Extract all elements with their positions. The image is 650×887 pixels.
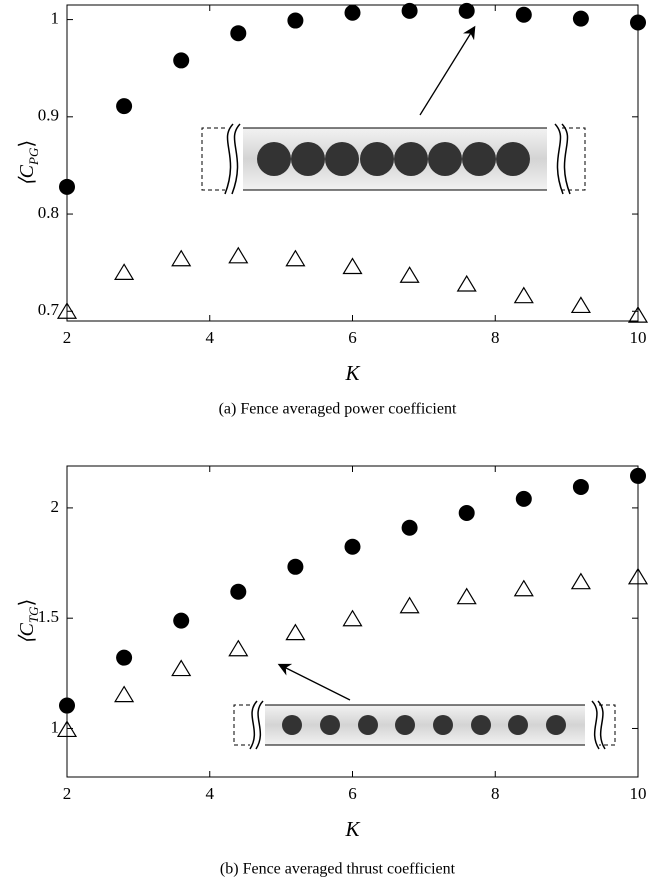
point: [116, 650, 132, 666]
x-tick-label: 2: [63, 784, 72, 803]
point: [402, 3, 418, 19]
y-tick-label: 0.7: [38, 300, 60, 319]
point: [286, 251, 304, 266]
point: [172, 251, 190, 266]
point: [345, 5, 361, 21]
x-tick-label: 10: [630, 328, 647, 347]
x-tick-label: 6: [348, 328, 357, 347]
x-tick-label: 10: [630, 784, 647, 803]
point: [59, 698, 75, 714]
point: [515, 581, 533, 596]
y-tick-label: 0.8: [38, 203, 59, 222]
figure: 2468100.70.80.91K⟨CPG⟩(a) Fence averaged…: [0, 0, 650, 887]
x-tick-label: 6: [348, 784, 357, 803]
point: [573, 11, 589, 27]
point: [173, 52, 189, 68]
y-axis-label: ⟨CTG⟩: [16, 599, 42, 645]
y-axis-label-part: ⟨C: [16, 164, 38, 186]
point: [573, 479, 589, 495]
point: [459, 3, 475, 19]
y-axis-label-part: ⟨C: [16, 622, 38, 644]
x-tick-label: 2: [63, 328, 72, 347]
point: [286, 625, 304, 640]
x-tick-label: 4: [206, 328, 215, 347]
point: [344, 611, 362, 626]
y-tick-label: 1: [51, 8, 60, 27]
inset-image: [202, 28, 585, 194]
point: [344, 259, 362, 274]
x-axis-label: K: [344, 817, 360, 841]
point: [516, 7, 532, 23]
caption: (b) Fence averaged thrust coefficient: [220, 861, 456, 878]
point: [287, 559, 303, 575]
point: [515, 288, 533, 303]
plot: 2 4 6 8 10 0.7 0.8 0.9 1 K ⟨CPG⟩ (a) Fence averaged…: [16, 3, 647, 418]
point: [116, 98, 132, 114]
y-axis-label-part: TG: [26, 606, 41, 623]
y-tick-label: 2: [51, 497, 60, 516]
point: [459, 505, 475, 521]
y-axis-label: ⟨CPG⟩: [16, 140, 42, 186]
point: [572, 574, 590, 589]
caption: (a) Fence averaged power coefficient: [219, 401, 457, 418]
x-axis-label: K: [344, 361, 360, 385]
point: [630, 468, 646, 484]
x-tick-label: 8: [491, 784, 500, 803]
point: [572, 297, 590, 312]
point: [230, 25, 246, 41]
y-axis-label-part: ⟩: [16, 599, 38, 607]
point: [115, 264, 133, 279]
point: [401, 598, 419, 613]
point: [287, 13, 303, 29]
point: [458, 589, 476, 604]
point: [229, 248, 247, 263]
point: [345, 539, 361, 555]
point: [172, 661, 190, 676]
point: [173, 613, 189, 629]
point: [402, 520, 418, 536]
point: [230, 584, 246, 600]
y-axis-label-part: PG: [26, 147, 41, 166]
y-tick-label: 0.9: [38, 106, 59, 125]
point: [115, 687, 133, 702]
point: [516, 491, 532, 507]
point: [401, 267, 419, 282]
point: [59, 179, 75, 195]
point: [458, 276, 476, 291]
y-axis-label-part: ⟩: [16, 140, 38, 148]
y-tick-label: 1: [51, 717, 60, 736]
x-tick-label: 4: [206, 784, 215, 803]
inset-image: [234, 665, 615, 749]
point: [630, 15, 646, 31]
x-tick-label: 8: [491, 328, 500, 347]
point: [229, 641, 247, 656]
